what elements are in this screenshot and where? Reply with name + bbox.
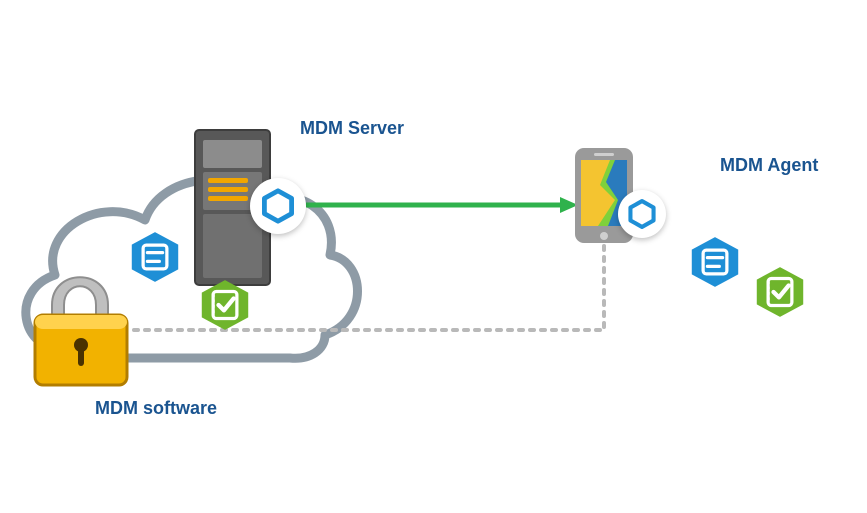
checklist-hex-green-left-icon [198,278,252,332]
checklist-hex-green-right-icon [753,265,807,319]
phone-badge-icon [618,190,666,238]
server-badge-icon [250,178,306,234]
data-hex-blue-left-icon [128,230,182,284]
arrow-server-to-phone [306,197,578,213]
label-mdm-agent: MDM Agent [720,155,818,176]
label-mdm-server: MDM Server [300,118,404,139]
label-mdm-software: MDM software [95,398,217,419]
data-hex-blue-right-icon [688,235,742,289]
